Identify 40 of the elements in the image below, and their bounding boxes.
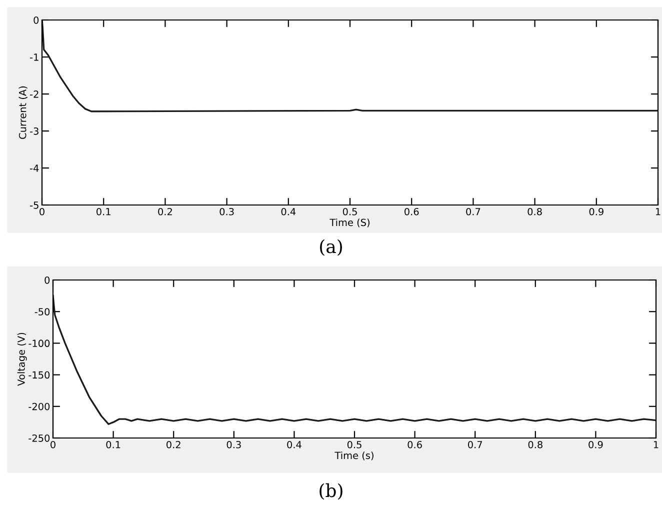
x-tick-label: 0.6: [408, 440, 422, 448]
y-axis-title: Current (A): [18, 86, 28, 139]
y-tick-label: -100: [28, 340, 50, 348]
x-tick-label: 0.8: [528, 208, 542, 216]
text: (b): [320, 483, 342, 500]
y-tick-label: -3: [30, 127, 38, 135]
x-tick-label: 0.3: [226, 440, 241, 448]
text: (a): [320, 239, 342, 256]
y-tick-label: -200: [28, 402, 50, 410]
y-tick-label: -150: [28, 371, 50, 379]
x-tick-label: 0.1: [96, 208, 110, 216]
y-tick-label: 0: [44, 276, 50, 284]
x-tick-label: 0.4: [281, 208, 296, 216]
x-tick-label: 0.1: [106, 440, 120, 448]
x-tick-label: 0.7: [466, 208, 480, 216]
x-axis-title: Time (s): [334, 452, 374, 460]
x-tick-label: 1: [656, 208, 660, 216]
x-tick-label: 0.7: [468, 440, 482, 448]
x-tick-label: 0.4: [287, 440, 302, 448]
y-tick-label: -50: [34, 308, 50, 316]
y-tick-label: -1: [30, 54, 38, 61]
y-tick-label: -5: [30, 202, 38, 209]
x-tick-label: 1: [654, 441, 658, 448]
x-tick-label: 0.9: [589, 208, 604, 216]
y-axis-title: Voltage (V): [17, 332, 27, 386]
x-tick-label: 0.2: [166, 440, 180, 448]
x-tick-label: 0.5: [347, 440, 362, 448]
x-tick-label: 0.2: [158, 208, 172, 216]
x-tick-label: 0.6: [404, 208, 419, 216]
y-tick-label: -4: [30, 164, 39, 172]
y-tick-label: -250: [28, 434, 50, 442]
x-tick-label: 0.3: [220, 208, 234, 216]
x-tick-label: 0.9: [588, 440, 603, 448]
y-tick-label: 0: [34, 16, 39, 24]
x-tick-label: 0: [50, 440, 56, 448]
x-axis-title: Time (S): [330, 218, 370, 228]
x-tick-label: 0.8: [528, 440, 542, 448]
x-tick-label: 0.5: [342, 208, 357, 216]
y-tick-label: -2: [30, 90, 38, 98]
line-series: [53, 294, 656, 425]
